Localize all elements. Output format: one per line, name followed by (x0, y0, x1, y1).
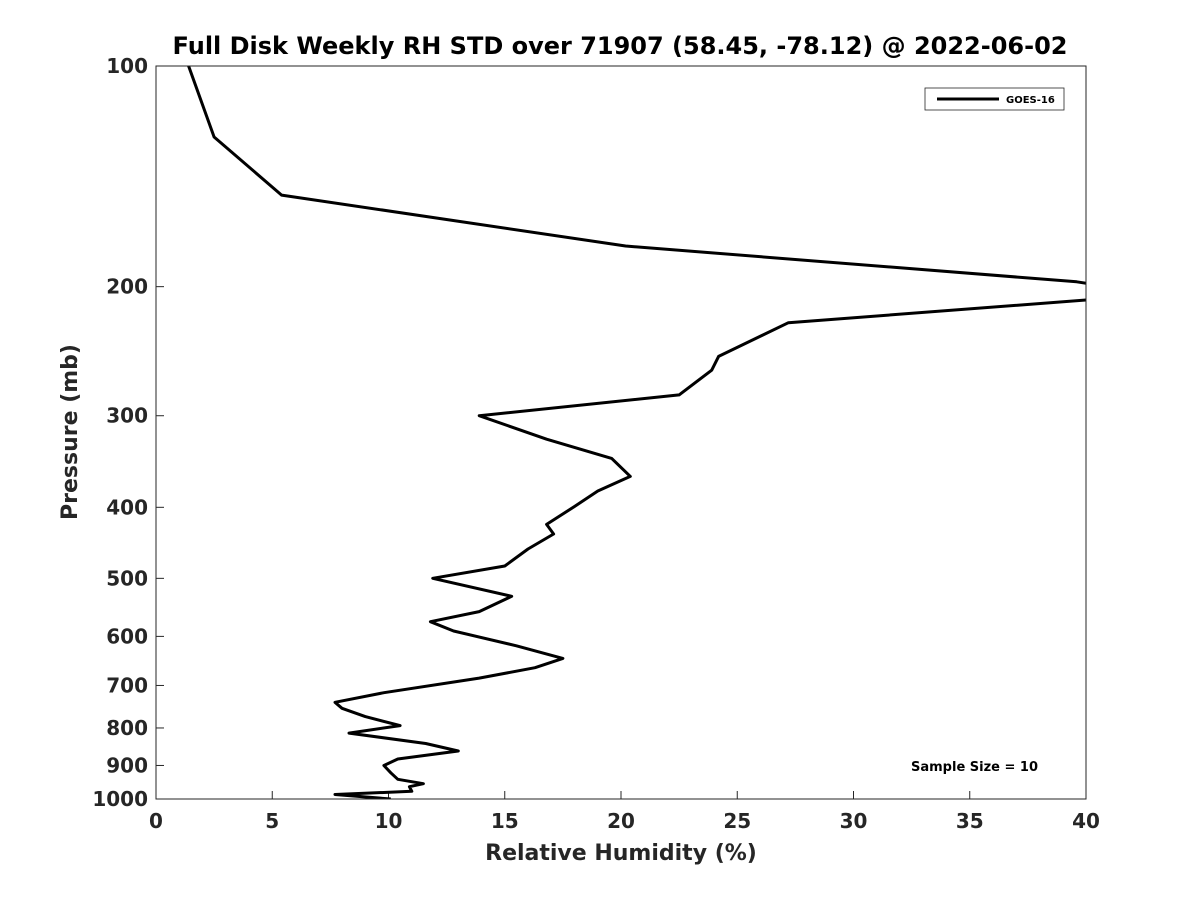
series-layer (187, 66, 1086, 799)
x-tick-label: 30 (840, 809, 868, 833)
y-tick-label: 1000 (92, 787, 148, 811)
y-tick-label: 100 (106, 54, 148, 78)
x-tick-label: 35 (956, 809, 984, 833)
x-tick-label: 10 (375, 809, 403, 833)
x-tick-label: 5 (265, 809, 279, 833)
chart-title: Full Disk Weekly RH STD over 71907 (58.4… (173, 32, 1068, 60)
x-tick-label: 15 (491, 809, 519, 833)
x-tick-label: 25 (723, 809, 751, 833)
ticks: 0 5 10 15 20 25 30 35 40 100 200 300 400 500 600 700 800… (92, 54, 1100, 833)
y-tick-label: 600 (106, 624, 148, 648)
x-tick-label: 0 (149, 809, 163, 833)
x-tick-label: 20 (607, 809, 635, 833)
sample-size-annotation: Sample Size = 10 (911, 760, 1038, 775)
series-line-goes16 (187, 66, 1086, 799)
y-tick-label: 500 (106, 566, 148, 590)
y-tick-label: 200 (106, 275, 148, 299)
plot-area (156, 66, 1086, 799)
plot-frame (155, 65, 1087, 800)
y-tick-label: 800 (106, 716, 148, 740)
legend-label-goes16: GOES-16 (1006, 95, 1055, 106)
x-axis-label: Relative Humidity (%) (485, 841, 757, 866)
y-tick-label: 300 (106, 404, 148, 428)
y-tick-label: 700 (106, 673, 148, 697)
legend: GOES-16 (924, 87, 1065, 111)
y-tick-label: 400 (106, 495, 148, 519)
y-axis-label: Pressure (mb) (58, 344, 83, 520)
y-tick-label: 900 (106, 753, 148, 777)
x-tick-label: 40 (1072, 809, 1100, 833)
